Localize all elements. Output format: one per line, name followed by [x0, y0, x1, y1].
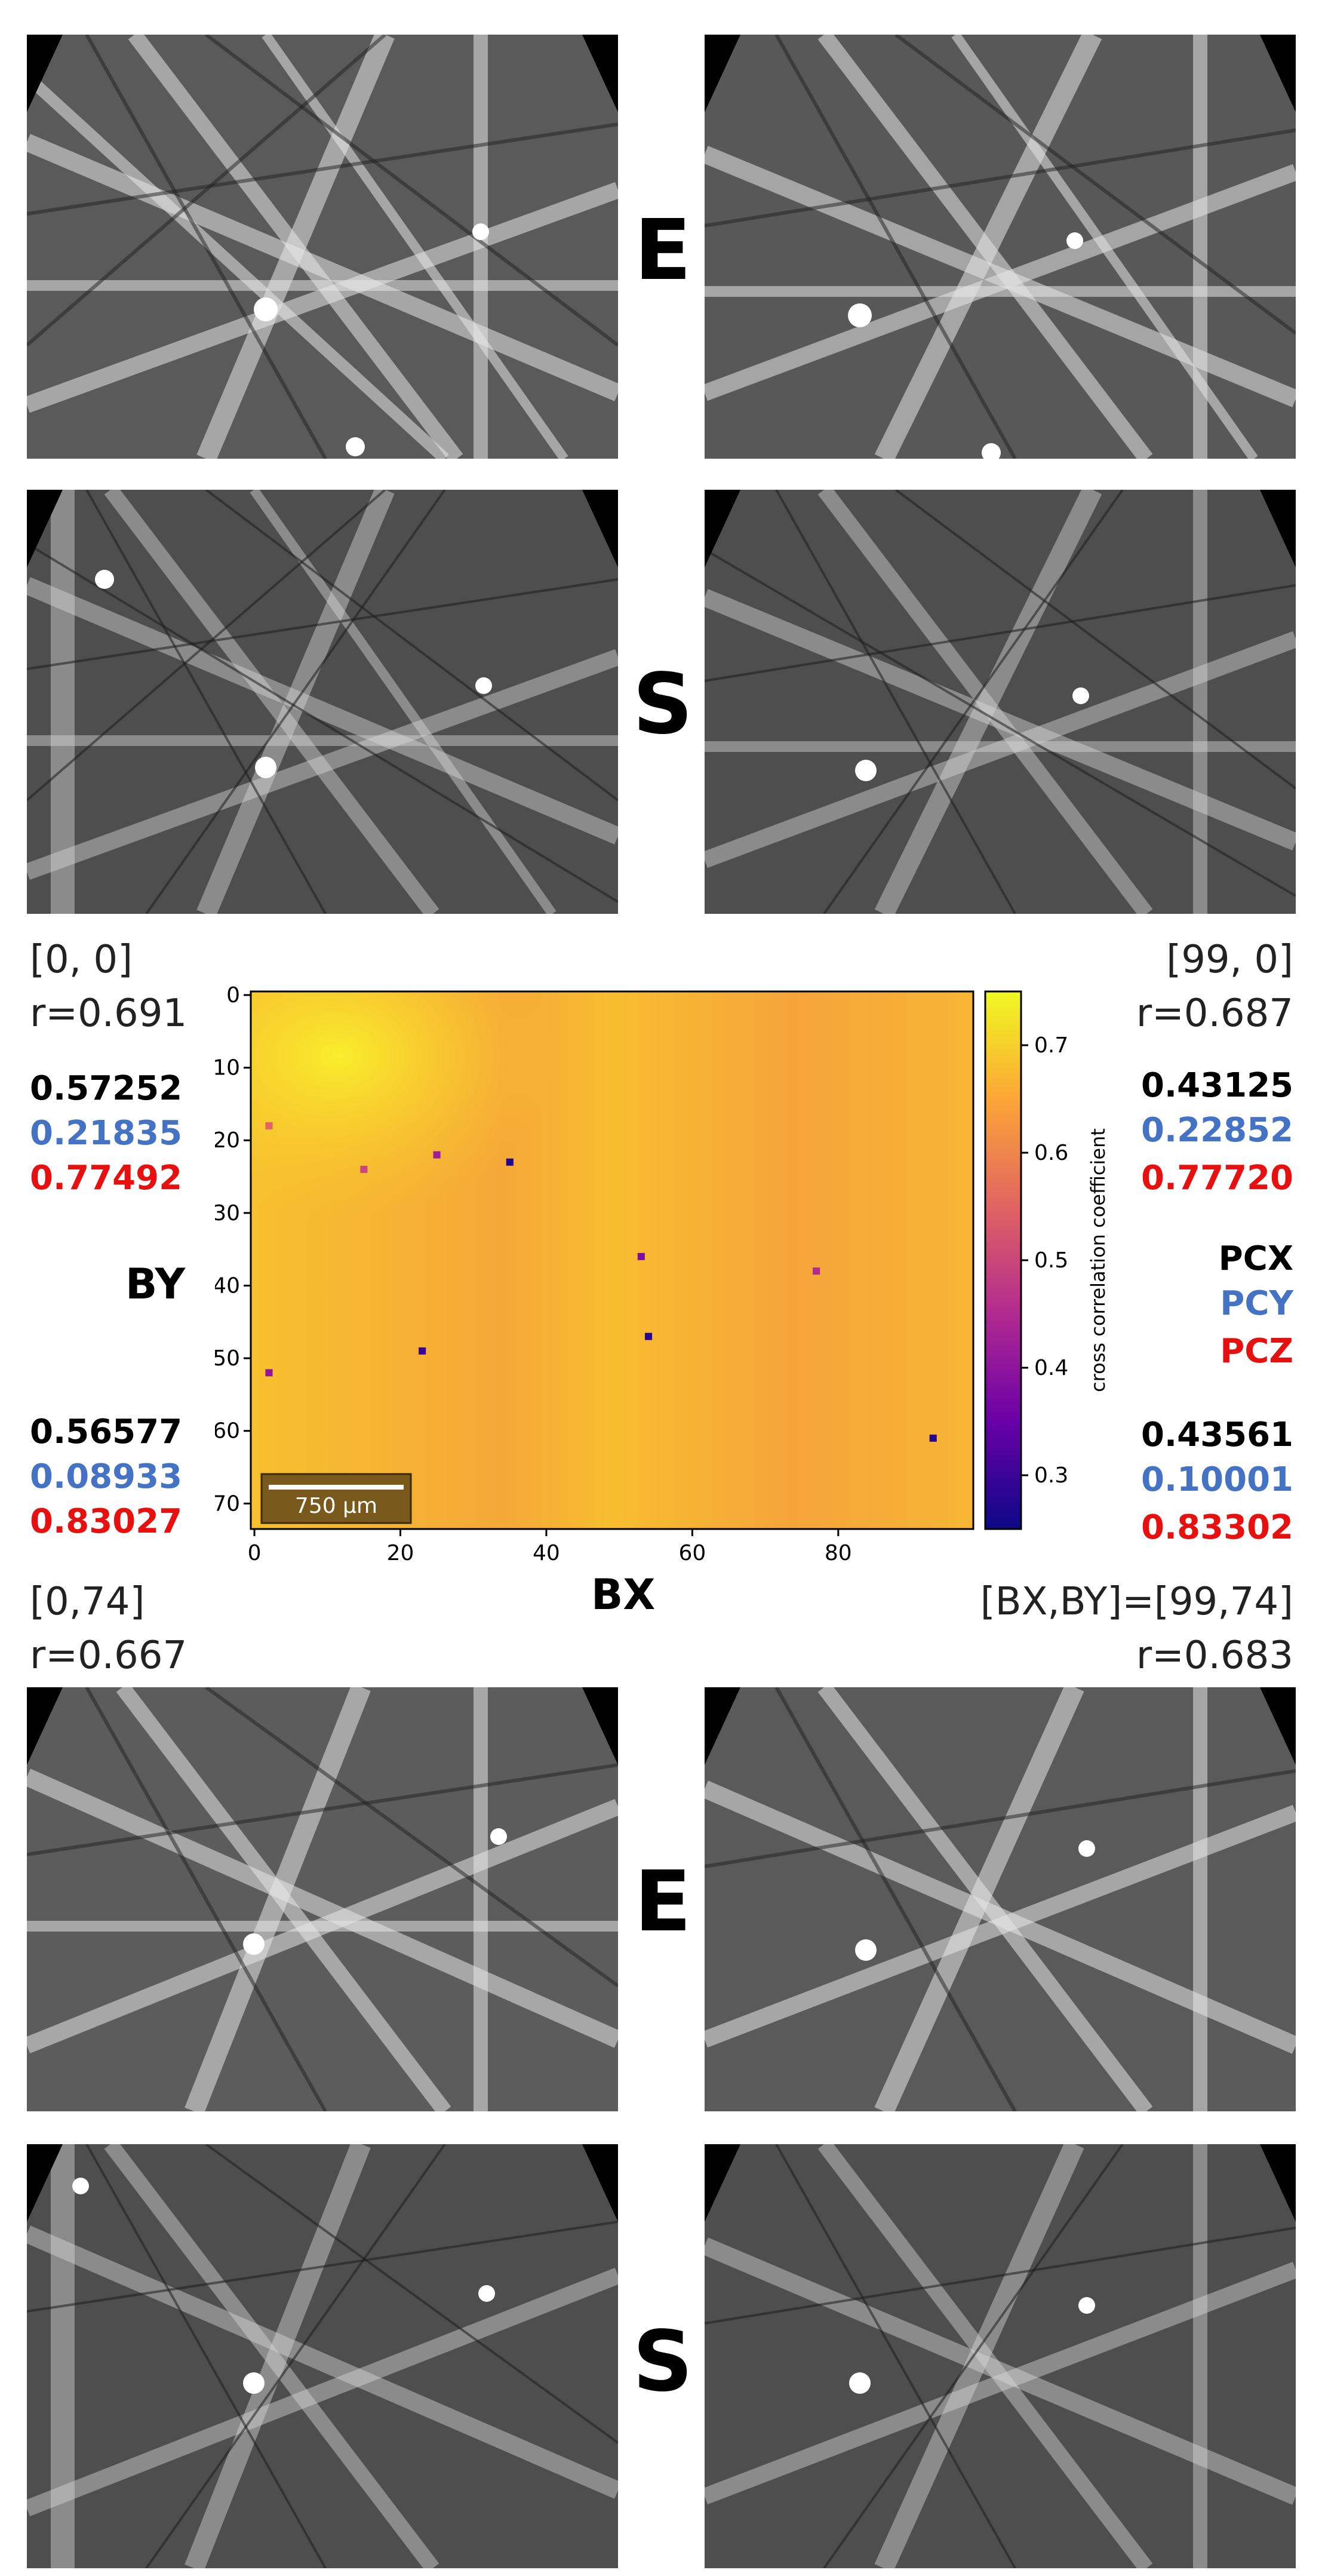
y-tick-label: 40	[215, 1273, 240, 1298]
corner-bottom-left-pcy: 0.08933	[30, 1457, 183, 1496]
outlier-cell	[433, 1151, 441, 1159]
corner-bottom-right-r: r=0.683	[1136, 1634, 1293, 1678]
colorbar-tick-label: 0.3	[1034, 1463, 1068, 1488]
x-tick-label: 40	[533, 1541, 560, 1565]
legend-pcx: PCX	[1218, 1239, 1293, 1278]
label-experimental-bottom: E	[634, 1853, 691, 1951]
y-tick-label: 30	[215, 1201, 240, 1226]
scale-bar-label: 750 µm	[295, 1494, 377, 1518]
x-tick-label: 0	[248, 1541, 262, 1565]
corner-top-left-pcz: 0.77492	[30, 1159, 183, 1198]
pattern-e-bottom-right	[705, 1687, 1296, 2111]
colorbar-label: cross correlation coefficient	[1087, 1128, 1109, 1392]
outlier-cell	[360, 1165, 368, 1173]
corner-bottom-right-pcy: 0.10001	[1140, 1460, 1293, 1499]
corner-bottom-left-position: [0,74]	[30, 1580, 145, 1624]
pattern-s-bottom-left	[27, 2144, 618, 2568]
y-tick-label: 60	[215, 1419, 240, 1444]
y-tick-label: 20	[215, 1128, 240, 1153]
heatmap-plot-area	[250, 990, 974, 1530]
corner-top-left-pcy: 0.21835	[30, 1114, 183, 1153]
corner-bottom-left-r: r=0.667	[30, 1634, 187, 1678]
corner-bottom-right-pcx: 0.43561	[1140, 1416, 1293, 1454]
corner-top-left-pcx: 0.57252	[30, 1069, 183, 1108]
y-tick-label: 50	[215, 1346, 240, 1371]
bx-axis-label: BX	[591, 1570, 656, 1619]
label-experimental-top: E	[634, 202, 691, 299]
corner-bottom-left-pcx: 0.56577	[30, 1413, 183, 1451]
scale-bar: 750 µm	[260, 1473, 412, 1524]
pattern-s-top-left	[27, 490, 618, 914]
corner-top-right-pcz: 0.77720	[1140, 1159, 1293, 1198]
colorbar-tick-label: 0.5	[1034, 1248, 1068, 1273]
x-tick-label: 20	[387, 1541, 414, 1565]
legend-pcz: PCZ	[1220, 1332, 1293, 1371]
x-tick-label: 60	[678, 1541, 706, 1565]
pattern-e-top-left	[27, 35, 618, 459]
corner-top-right-pcy: 0.22852	[1140, 1111, 1293, 1150]
y-tick-label: 10	[215, 1056, 240, 1080]
outlier-cell	[419, 1347, 426, 1355]
colorbar	[984, 990, 1022, 1530]
pattern-s-bottom-right	[705, 2144, 1296, 2568]
colorbar-tick-label: 0.6	[1034, 1141, 1068, 1165]
outlier-cell	[265, 1369, 273, 1377]
legend-pcy: PCY	[1220, 1284, 1293, 1323]
corner-bottom-left-pcz: 0.83027	[30, 1502, 183, 1541]
by-axis-label: BY	[125, 1260, 186, 1309]
outlier-cell	[645, 1332, 653, 1340]
cross-correlation-heatmap: 750 µm 0 20 40 60 80 0 10 20 30 40 50 60 70 0.3 0.4 0…	[215, 983, 1109, 1565]
outlier-cell	[506, 1158, 514, 1166]
pattern-s-top-right	[705, 490, 1296, 914]
corner-top-right-pcx: 0.43125	[1140, 1066, 1293, 1105]
outlier-cell	[637, 1252, 645, 1260]
colorbar-tick-label: 0.4	[1034, 1356, 1068, 1380]
corner-bottom-right-position: [BX,BY]=[99,74]	[980, 1580, 1293, 1624]
label-simulated-top: S	[632, 656, 693, 753]
label-simulated-bottom: S	[632, 2313, 693, 2411]
outlier-cell	[929, 1434, 937, 1442]
y-tick-label: 0	[226, 983, 240, 1008]
corner-top-right-r: r=0.687	[1136, 991, 1293, 1036]
colorbar-tick-label: 0.7	[1034, 1033, 1068, 1058]
corner-top-left-position: [0, 0]	[30, 938, 133, 982]
y-tick-label: 70	[215, 1491, 240, 1516]
corner-bottom-right-pcz: 0.83302	[1140, 1508, 1293, 1547]
pattern-e-bottom-left	[27, 1687, 618, 2111]
corner-top-left-r: r=0.691	[30, 991, 187, 1036]
pattern-e-top-right	[705, 35, 1296, 459]
corner-top-right-position: [99, 0]	[1166, 938, 1293, 982]
outlier-cell	[265, 1122, 273, 1129]
x-tick-label: 80	[825, 1541, 852, 1565]
outlier-cell	[813, 1267, 820, 1275]
